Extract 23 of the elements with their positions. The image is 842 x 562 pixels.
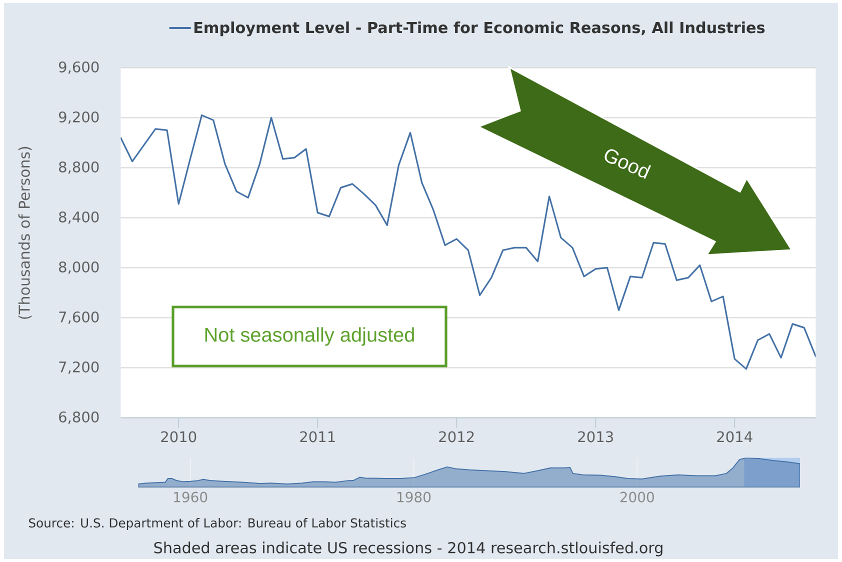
x-tick-label: 2012 bbox=[439, 431, 474, 442]
x-tick-label: 2000 bbox=[620, 492, 654, 502]
annotation: Good bbox=[604, 149, 652, 179]
x-tick-label: 2013 bbox=[578, 431, 613, 442]
x-tick-label: 1960 bbox=[174, 492, 208, 502]
annotation: Not seasonally adjusted bbox=[205, 327, 414, 346]
y-tick-label: 7,600 bbox=[59, 311, 99, 324]
source-note: Source: U.S. Department of Labor: Bureau of Labor Statistics bbox=[29, 518, 406, 530]
line-series bbox=[120, 114, 816, 370]
legend-label: Employment Level - Part-Time for Economic Reasons, All Industries bbox=[194, 22, 765, 36]
y-tick-label: 6,800 bbox=[59, 411, 99, 424]
x-tick-label: 2011 bbox=[300, 431, 335, 442]
y-tick-label: 7,200 bbox=[59, 361, 99, 374]
x-tick-label: 2010 bbox=[161, 431, 196, 442]
y-axis-title: (Thousands of Persons) bbox=[18, 146, 32, 319]
y-tick-label: 8,000 bbox=[59, 261, 99, 274]
y-tick-label: 8,800 bbox=[59, 161, 99, 174]
y-tick-label: 8,400 bbox=[59, 211, 99, 224]
x-tick-label: 2014 bbox=[717, 431, 752, 442]
y-tick-label: 9,600 bbox=[58, 61, 99, 74]
y-tick-label: 9,200 bbox=[58, 111, 99, 124]
x-tick-label: 1980 bbox=[398, 492, 431, 502]
text: Shaded areas indicate US recessions - 2014 research.stlouisfed.org bbox=[154, 542, 662, 556]
